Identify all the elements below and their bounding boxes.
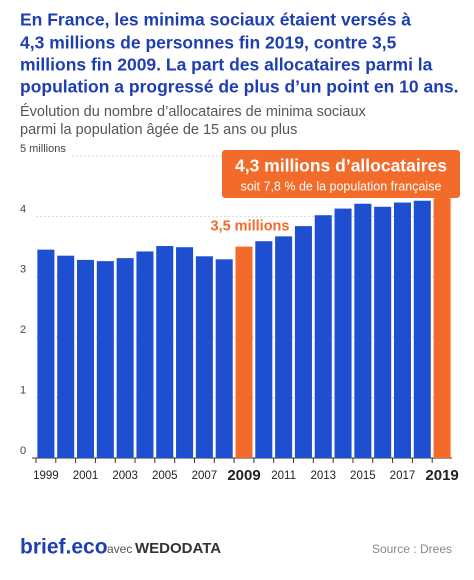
bar: [136, 251, 154, 458]
x-tick-label: 2017: [390, 470, 416, 482]
y-tick-label: 4: [20, 203, 26, 215]
title: population a progressé de plus d’un poin…: [20, 77, 459, 97]
partner: WEDODATA: [135, 540, 221, 557]
source: Source : Drees: [372, 542, 452, 556]
subtitle: Évolution du nombre d’allocataires de mi…: [20, 103, 367, 120]
bar: [215, 259, 233, 458]
bar: [275, 236, 293, 458]
bar: [37, 249, 55, 458]
bar: [57, 255, 75, 458]
x-tick-label: 2011: [271, 470, 296, 482]
y-tick-label: 0: [20, 445, 26, 457]
y-tick-label: 1: [20, 385, 26, 397]
bar: [393, 202, 411, 458]
x-tick-label: 2019: [425, 467, 458, 484]
bar: [433, 198, 451, 458]
title: millions fin 2009. La part des allocatai…: [20, 55, 433, 75]
bar: [354, 203, 372, 458]
bar: [235, 246, 253, 458]
callout-pointer: [435, 198, 450, 206]
bar: [96, 261, 114, 458]
bar: [294, 226, 312, 458]
bar: [195, 256, 213, 458]
subtitle: parmi la population âgée de 15 ans ou pl…: [20, 122, 297, 138]
with: avec: [107, 542, 132, 556]
x-tick-label: 2009: [227, 467, 260, 484]
bar: [255, 241, 273, 458]
annotation: 3,5 millions: [211, 218, 290, 234]
x-tick-label: 2015: [350, 470, 376, 482]
title: 4,3 millions de personnes fin 2019, cont…: [20, 33, 397, 53]
x-tick-label: 1999: [33, 470, 59, 482]
bar: [334, 208, 352, 458]
bar: [176, 247, 194, 458]
x-tick-label: 2003: [112, 470, 138, 482]
bar: [77, 259, 95, 458]
bar: [156, 246, 174, 458]
brand: brief.eco: [20, 536, 108, 559]
y-tick-label: 2: [20, 324, 26, 336]
bar: [374, 206, 392, 458]
x-tick-label: 2005: [152, 470, 178, 482]
x-tick-label: 2013: [310, 470, 336, 482]
y-tick-label: 3: [20, 264, 26, 276]
bar: [413, 200, 431, 458]
x-tick-label: 2001: [73, 470, 99, 482]
callout-box: [222, 150, 460, 198]
bar: [116, 258, 134, 458]
title: En France, les minima sociaux étaient ve…: [20, 10, 411, 30]
callout-text: soit 7,8 % de la population française: [241, 179, 442, 193]
bar: [314, 215, 332, 458]
callout-title: 4,3 millions d’allocataires: [235, 156, 447, 176]
y-tick-label: 5 millions: [20, 143, 66, 155]
x-tick-label: 2007: [192, 470, 218, 482]
